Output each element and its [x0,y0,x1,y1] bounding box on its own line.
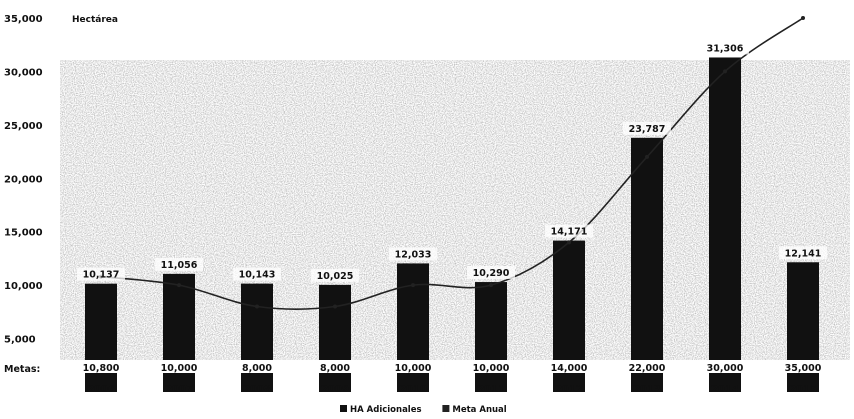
legend-label: Meta Anual [452,405,506,415]
x-tick-label: 2011 [477,384,505,395]
meta-value: 30,000 [707,363,744,374]
data-label-bg [779,246,827,260]
meta-value: 8,000 [320,363,350,374]
meta-value-bg [544,360,594,373]
bar-ha-adicionales [631,137,663,392]
meta-value-bg [622,360,672,373]
data-label-ha: 10,137 [83,270,120,281]
legend: HA Adicionales Meta Anual [340,405,507,415]
meta-row-label: Metas: [4,364,40,375]
y-tick-label: 10,000 [4,281,43,292]
data-label-bg [233,267,281,281]
y-tick-label: 25,000 [4,121,43,132]
x-tick-label: 2013 [633,384,661,395]
meta-value-bg [466,360,516,373]
meta-value-bg [310,360,360,373]
point-meta-anual [411,283,415,288]
data-label-bg [389,247,437,261]
meta-value-bg [388,360,438,373]
bar-ha-adicionales [319,284,351,392]
y-tick-label: 35,000 [4,14,43,25]
meta-value-bg [232,360,282,373]
data-label-bg [623,121,671,135]
data-label-bg [311,268,359,282]
x-tick-label: 2006 [87,384,115,395]
meta-value: 10,000 [395,363,432,374]
x-tick-label: 2007 [165,384,193,395]
legend-label: HA Adicionales [350,405,422,415]
y-axis-title: Hectárea [72,15,118,25]
data-label-bg [155,257,203,271]
x-tick-label: 2008 [243,384,271,395]
data-label-ha: 10,290 [473,268,510,279]
data-label-ha: 11,056 [161,260,198,271]
data-label-ha: 23,787 [629,124,666,135]
bar-ha-adicionales [709,57,741,393]
data-label-ha: 14,171 [551,227,588,238]
point-meta-anual [645,154,649,159]
meta-value: 10,000 [161,363,198,374]
meta-value-bg [778,360,828,373]
bar-ha-adicionales [163,273,195,392]
legend-swatch [340,405,347,412]
x-tick-label: 2009 [321,384,349,395]
meta-value: 10,000 [473,363,510,374]
data-label-ha: 12,141 [785,248,822,259]
x-tick-label: 2010 [399,384,427,395]
y-tick-label: 5,000 [4,335,36,346]
point-meta-anual [489,283,493,288]
x-axis: 2006 2007 2008 2009 2010 2011 2012 2013 2014 2015 [87,384,817,395]
line-meta-anual [100,17,804,310]
y-tick-label: 20,000 [4,174,43,185]
bar-ha-adicionales [241,283,273,392]
legend-swatch [442,405,450,412]
data-label-ha: 12,033 [395,249,432,260]
x-tick-label: 2014 [711,384,739,395]
meta-value: 8,000 [242,363,272,374]
meta-value: 14,000 [551,363,588,374]
point-meta-anual [333,304,337,309]
point-meta-anual [567,240,571,245]
data-label-ha: 31,306 [707,43,744,54]
point-meta-anual [255,304,259,309]
data-label-bg [77,267,125,281]
y-axis: 35,000 30,000 25,000 20,000 15,000 10,000 5,00… [4,14,118,346]
bar-ha-adicionales [85,283,117,392]
data-label-ha: 10,025 [317,271,354,282]
data-label-bg [545,224,593,238]
data-label-bg [467,266,515,280]
x-tick-label: 2012 [555,384,583,395]
x-tick-label: 2015 [789,384,817,395]
meta-value-bg [76,360,126,373]
data-labels: 10,137 11,056 10,143 10,025 12,033 10,290 14,1… [4,41,828,375]
meta-value-bg [700,360,750,373]
y-tick-label: 15,000 [4,228,43,239]
point-meta-anual [723,69,727,74]
meta-value: 35,000 [785,363,822,374]
bar-ha-adicionales [475,282,507,392]
point-meta-anual [177,283,181,288]
point-meta-anual [801,16,805,20]
meta-value: 10,800 [83,363,120,374]
y-tick-label: 30,000 [4,67,43,78]
data-label-ha: 10,143 [239,270,276,281]
meta-value: 22,000 [629,363,666,374]
meta-value-bg [154,360,204,373]
data-label-bg [701,41,749,55]
